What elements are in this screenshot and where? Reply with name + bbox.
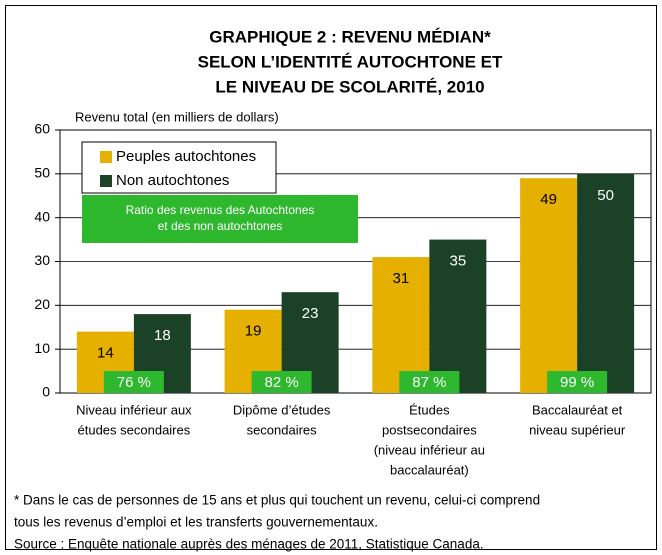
chart-title: LE NIVEAU DE SCOLARITÉ, 2010 — [215, 77, 484, 96]
ratio-label: 87 % — [412, 374, 446, 391]
bar — [429, 239, 487, 393]
x-tick-label: études secondaires — [78, 422, 191, 437]
legend-label: Peuples autochtones — [116, 148, 256, 165]
ratio-legend — [82, 195, 358, 243]
ratio-box — [251, 371, 312, 393]
y-axis-label: Revenu total (en milliers de dollars) — [75, 109, 279, 124]
chart-title: GRAPHIQUE 2 : REVENU MÉDIAN* — [209, 27, 491, 46]
y-tick-label: 20 — [34, 296, 50, 312]
legend — [81, 141, 277, 194]
x-tick-label: baccalauréat) — [390, 462, 469, 477]
ratio-box — [547, 371, 608, 393]
data-label: 14 — [97, 345, 114, 362]
data-label: 19 — [245, 323, 262, 340]
legend-swatch — [100, 175, 112, 187]
footnote: Source : Enquête nationale auprès des mé… — [14, 537, 484, 552]
x-tick-label: postsecondaires — [382, 422, 477, 437]
y-tick-label: 40 — [34, 208, 50, 224]
y-tick-label: 0 — [42, 384, 50, 400]
data-label: 18 — [154, 327, 171, 344]
y-tick-label: 30 — [34, 252, 50, 268]
ratio-label: 82 % — [265, 374, 299, 391]
data-label: 31 — [393, 270, 410, 287]
bar — [577, 173, 635, 393]
data-label: 23 — [302, 305, 319, 322]
x-tick-label: Dipôme d’études — [233, 402, 331, 417]
chart-title: SELON L’IDENTITÉ AUTOCHTONE ET — [198, 52, 503, 71]
ratio-box — [103, 371, 164, 393]
x-tick-label: Niveau inférieur aux — [76, 402, 192, 417]
ratio-legend-label: Ratio des revenus des Autochtones — [126, 203, 315, 217]
ratio-label: 99 % — [560, 374, 594, 391]
ratio-label: 76 % — [117, 374, 151, 391]
data-label: 50 — [597, 187, 614, 204]
ratio-legend-label: et des non autochtones — [158, 219, 283, 233]
y-tick-label: 50 — [34, 165, 50, 181]
ratio-box — [399, 371, 460, 393]
x-tick-label: Études — [409, 402, 450, 417]
legend-swatch — [100, 151, 112, 163]
bar — [372, 257, 430, 393]
legend-label: Non autochtones — [116, 172, 229, 189]
y-tick-label: 60 — [34, 121, 50, 137]
footnote: * Dans le cas de personnes de 15 ans et … — [14, 493, 540, 508]
x-tick-label: niveau supérieur — [529, 422, 626, 437]
data-label: 49 — [540, 191, 557, 208]
bar — [520, 178, 578, 393]
x-tick-label: (niveau inférieur au — [374, 442, 485, 457]
x-tick-label: Baccalauréat et — [532, 402, 623, 417]
data-label: 35 — [450, 253, 467, 270]
y-tick-label: 10 — [34, 340, 50, 356]
x-tick-label: secondaires — [247, 422, 318, 437]
footnote: tous les revenus d’emploi et les transfe… — [14, 515, 378, 530]
